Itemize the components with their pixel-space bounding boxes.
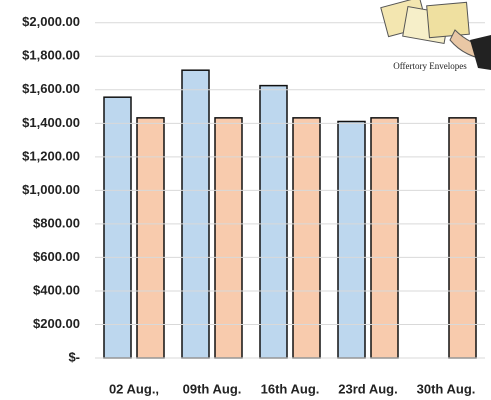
y-tick-label: $1,600.00 bbox=[22, 81, 80, 96]
annotation: Offertory Envelopes bbox=[393, 61, 467, 71]
y-tick-label: $1,800.00 bbox=[22, 48, 80, 63]
bar bbox=[259, 84, 288, 359]
y-tick-label: $2,000.00 bbox=[22, 14, 80, 29]
bar bbox=[370, 117, 399, 359]
y-tick-label: $1,000.00 bbox=[22, 182, 80, 197]
y-tick-label: $1,400.00 bbox=[22, 115, 80, 130]
y-tick-label: $200.00 bbox=[33, 316, 80, 331]
bar bbox=[181, 69, 210, 359]
envelope-clipart bbox=[380, 0, 491, 70]
x-tick-label: 02 Aug., bbox=[109, 381, 159, 396]
bar bbox=[136, 117, 165, 359]
bar bbox=[103, 96, 132, 359]
x-tick-label: 30th Aug. bbox=[417, 381, 476, 396]
bar bbox=[337, 120, 366, 359]
y-tick-label: $1,200.00 bbox=[22, 148, 80, 163]
bar bbox=[292, 117, 321, 359]
bar bbox=[214, 117, 243, 359]
y-tick-label: $- bbox=[68, 349, 80, 364]
y-tick-label: $600.00 bbox=[33, 249, 80, 264]
bar bbox=[448, 117, 477, 359]
x-tick-label: 23rd Aug. bbox=[338, 381, 397, 396]
y-tick-label: $400.00 bbox=[33, 282, 80, 297]
x-tick-label: 16th Aug. bbox=[261, 381, 320, 396]
y-tick-label: $800.00 bbox=[33, 215, 80, 230]
x-tick-label: 09th Aug. bbox=[183, 381, 242, 396]
